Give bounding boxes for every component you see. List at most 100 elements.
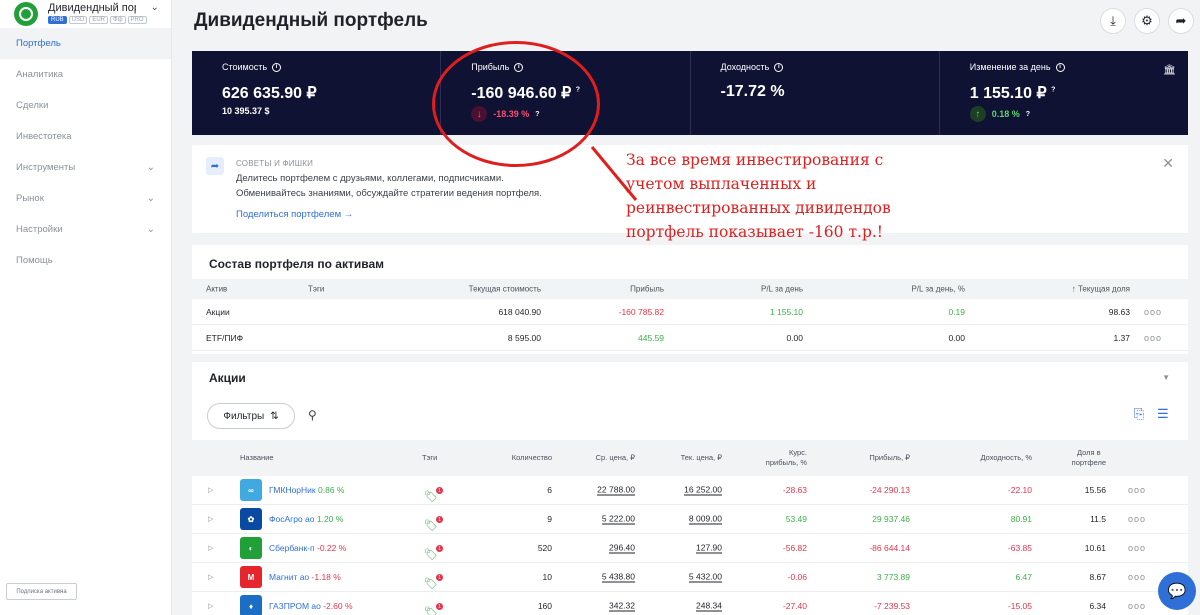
tag-icon[interactable]: 🏷 1 [424,487,443,503]
sidebar-item-label: Портфель [16,38,61,49]
settings-button[interactable]: ⚙ [1134,8,1160,34]
currency-usd[interactable]: USD [68,16,88,24]
expand-icon[interactable]: ▷ [208,516,214,523]
table-row[interactable]: ▷ ∞ ГМКНорНик 0.86 % 🏷 1 6 22 788.00 16 252.00 -… [192,476,1188,505]
column-header[interactable]: Количество [511,453,552,462]
column-header[interactable]: Название [240,453,274,462]
tag-count-badge: 1 [435,487,443,494]
share-button[interactable]: ➦ [1168,8,1194,34]
asset-share: 1.37 [1113,332,1130,343]
sidebar-item-portfolio[interactable]: Портфель [0,28,171,59]
asset-profit: 445.59 [638,332,664,343]
table-row[interactable]: ▷ ✿ ФосАгро ао 1.20 % 🏷 1 9 5 222.00 8 009.00 53… [192,505,1188,534]
column-header[interactable]: Текущая стоимость [468,284,541,294]
column-header[interactable]: Ср. цена, ₽ [595,453,635,462]
stock-cur-price[interactable]: 5 432.00 [688,571,722,583]
sidebar-item-analytics[interactable]: Аналитика [0,59,171,90]
table-row[interactable]: ▷ M Магнит ао -1.18 % 🏷 1 10 5 438.80 5 432.00 -… [192,563,1188,592]
stock-avg-price[interactable]: 22 788.00 [597,484,635,496]
table-row[interactable]: ▷ ♦ ГАЗПРОМ ао -2.60 % 🏷 1 160 342.32 248.34 -27… [192,592,1188,615]
bank-icon[interactable]: 🏛 [1163,65,1176,76]
portfolio-name: Дивидендный порт... [48,2,136,14]
sidebar-item-deals[interactable]: Сделки [0,90,171,121]
toggle-view-icon[interactable]: ☰ [1157,406,1169,421]
stock-name-link[interactable]: ГМКНорНик [269,485,316,495]
question-icon[interactable]: ? [1025,110,1031,118]
close-icon[interactable]: ✕ [1162,155,1174,171]
collapse-icon[interactable]: ▼ [1162,373,1170,382]
column-header[interactable]: Тэги [308,284,325,294]
column-header[interactable]: Тек. цена, ₽ [680,453,722,462]
search-icon[interactable]: ⚲ [308,408,317,422]
more-icon[interactable]: ooo [1127,543,1146,553]
stock-cur-price[interactable]: 248.34 [696,600,722,612]
sidebar-item-help[interactable]: Помощь [0,245,171,276]
column-header[interactable]: Курс. прибыль, % [766,448,807,468]
column-header[interactable]: P/L за день [761,284,803,294]
chat-button[interactable]: 💬 [1158,572,1196,610]
arrow-up-icon: ↑ [969,106,986,122]
more-icon[interactable]: ooo [1127,485,1146,495]
stock-cur-price[interactable]: 127.90 [696,542,722,554]
column-header[interactable]: Актив [206,284,228,294]
stock-avg-price[interactable]: 5 222.00 [601,513,635,525]
column-header[interactable]: Прибыль, ₽ [869,453,910,462]
column-header[interactable]: Прибыль [630,284,664,294]
question-icon[interactable]: ? [1051,86,1056,94]
currency-eur[interactable]: EUR [89,16,109,24]
currency-pro[interactable]: PRO [127,16,147,24]
stock-cur-price[interactable]: 16 252.00 [684,484,722,496]
expand-icon[interactable]: ▷ [208,487,214,494]
download-icon: ⤓ [1110,13,1116,28]
more-icon[interactable]: ooo [1127,572,1146,582]
tag-icon[interactable]: 🏷 1 [424,545,443,561]
expand-icon[interactable]: ▷ [208,545,214,552]
more-icon[interactable]: ooo [1127,514,1146,524]
share-portfolio-link[interactable]: Поделиться портфелем → [236,209,354,220]
expand-icon[interactable]: ▷ [208,574,214,581]
table-row[interactable]: ▷ ◐ Сбербанк-п -0.22 % 🏷 1 520 296.40 127.90 -56… [192,534,1188,563]
currency-other[interactable]: Фф [110,16,126,24]
sidebar-item-tools[interactable]: Инструменты ⌄ [0,152,171,183]
stock-avg-price[interactable]: 296.40 [609,542,635,554]
stock-name-link[interactable]: ГАЗПРОМ ао [269,601,321,611]
column-header[interactable]: Доходность, % [980,453,1032,462]
info-icon[interactable]: i [1055,62,1065,72]
column-header-sorted[interactable]: ↑ Текущая доля [1072,285,1130,294]
chevron-down-icon[interactable]: ⌄ [150,2,159,13]
stock-name-link[interactable]: Сбербанк-п [269,543,315,553]
table-row[interactable]: ETF/ПИФ 8 595.00 445.59 0.00 0.00 1.37 o… [192,325,1188,351]
currency-rub[interactable]: RUB [48,16,67,24]
info-icon[interactable]: i [774,62,784,72]
table-row[interactable]: Акции 618 040.90 -160 785.82 1 155.10 0.… [192,299,1188,325]
column-header[interactable]: Тэги [422,453,438,462]
portfolio-switcher[interactable]: Дивидендный порт... RUB USD EUR Фф PRO ⌄ [0,0,171,26]
export-icon[interactable]: ⎘ [1134,406,1145,421]
sidebar-item-label: Инвестотека [16,131,72,142]
stock-profit: 29 937.46 [872,514,910,524]
filters-button[interactable]: Фильтры ⇅ [207,403,295,429]
stock-avg-price[interactable]: 342.32 [609,600,635,612]
more-icon[interactable]: ooo [1127,601,1146,611]
expand-icon[interactable]: ▷ [208,603,214,610]
day-change-percent: 0.18 % [991,109,1020,119]
sidebar-item-library[interactable]: Инвестотека [0,121,171,152]
subscription-badge[interactable]: Подписка активна [6,583,77,600]
more-icon[interactable]: ooo [1143,332,1162,343]
stock-cur-price[interactable]: 8 009.00 [688,513,722,525]
sidebar-item-settings[interactable]: Настройки ⌄ [0,214,171,245]
download-button[interactable]: ⤓ [1100,8,1126,34]
sidebar-item-market[interactable]: Рынок ⌄ [0,183,171,214]
stock-name-link[interactable]: Магнит ао [269,572,310,582]
tag-icon[interactable]: 🏷 1 [424,603,443,615]
tag-icon[interactable]: 🏷 1 [424,574,443,590]
column-header[interactable]: Доля в портфеле [1072,448,1106,468]
tag-icon[interactable]: 🏷 1 [424,516,443,532]
table-header: Актив Тэги Текущая стоимость Прибыль P/L… [192,279,1188,299]
stock-name-link[interactable]: ФосАгро ао [269,514,315,524]
stock-avg-price[interactable]: 5 438.80 [601,571,635,583]
more-icon[interactable]: ooo [1143,306,1162,317]
stock-qty: 10 [542,572,552,582]
info-icon[interactable]: i [272,62,282,72]
column-header[interactable]: P/L за день, % [911,284,965,294]
